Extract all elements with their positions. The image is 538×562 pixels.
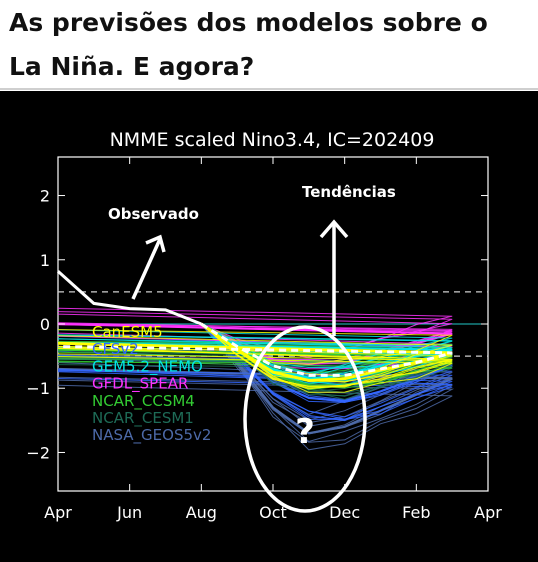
headline-line-1: As previsões dos modelos sobre o <box>9 8 488 37</box>
y-tick-label-3: −1 <box>26 379 50 398</box>
observado-label: Observado <box>108 205 199 223</box>
member-gem5-2-nemo-7 <box>57 323 453 376</box>
x-tick-label-1: Jun <box>116 503 142 522</box>
y-tick-label-0: 2 <box>40 187 50 206</box>
member-cfsv2-2 <box>57 323 453 418</box>
uncertainty-ellipse <box>243 325 367 513</box>
observed-line <box>56 270 202 326</box>
annotations: Observado Tendências? <box>108 183 396 513</box>
legend-item-gem5-2-nemo: GEM5.2_NEMO <box>92 357 203 376</box>
legend-item-canesm5: CanESM5 <box>92 323 163 341</box>
chart-title: NMME scaled Nino3.4, IC=202409 <box>110 129 435 151</box>
observed-group <box>56 270 202 326</box>
y-tick-label-4: −2 <box>26 443 50 462</box>
member-cfsv2-6 <box>57 323 453 420</box>
x-tick-label-2: Aug <box>186 503 217 522</box>
y-tick-label-1: 1 <box>40 251 50 270</box>
legend-item-ncar-ccsm4: NCAR_CCSM4 <box>92 392 195 411</box>
x-tick-label-6: Apr <box>474 503 502 522</box>
headline-line-2: La Niña. E agora? <box>9 52 255 81</box>
headline-divider <box>0 88 538 90</box>
legend-item-cfsv2: CFSv2 <box>92 340 139 358</box>
chart-legend: CanESM5CFSv2GEM5.2_NEMOGFDL_SPEARNCAR_CC… <box>92 323 211 445</box>
x-tick-label-3: Oct <box>259 503 287 522</box>
observado-arrow-head <box>145 234 166 253</box>
question-mark: ? <box>295 412 315 452</box>
member-canesm5-8 <box>57 323 453 388</box>
tendencias-label: Tendências <box>302 183 396 201</box>
x-tick-label-0: Apr <box>44 503 72 522</box>
member-cfsv2-1 <box>57 323 453 422</box>
observado-arrow-shaft <box>131 238 162 300</box>
legend-item-ncar-cesm1: NCAR_CESM1 <box>92 409 194 428</box>
x-tick-label-5: Feb <box>402 503 430 522</box>
member-canesm5-7 <box>57 323 453 390</box>
axes: 2 1 0 −1 −2 Apr Jun Aug Oct Dec Feb Apr <box>26 157 502 522</box>
tendencias-arrow-head <box>319 219 349 239</box>
legend-item-nasa-geos5v2: NASA_GEOS5v2 <box>92 426 211 445</box>
member-canesm5-1 <box>57 323 453 393</box>
nino-forecast-chart: NMME scaled Nino3.4, IC=202409 2 1 0 −1 −2 Ap… <box>26 129 502 522</box>
x-tick-label-4: Dec <box>329 503 360 522</box>
ensemble-mean-line <box>57 322 453 377</box>
y-tick-label-2: 0 <box>40 315 50 334</box>
headline: As previsões dos modelos sobre o La Niña… <box>0 0 538 92</box>
member-canesm5-4 <box>57 323 453 365</box>
legend-item-gfdl-spear: GFDL_SPEAR <box>92 375 188 394</box>
